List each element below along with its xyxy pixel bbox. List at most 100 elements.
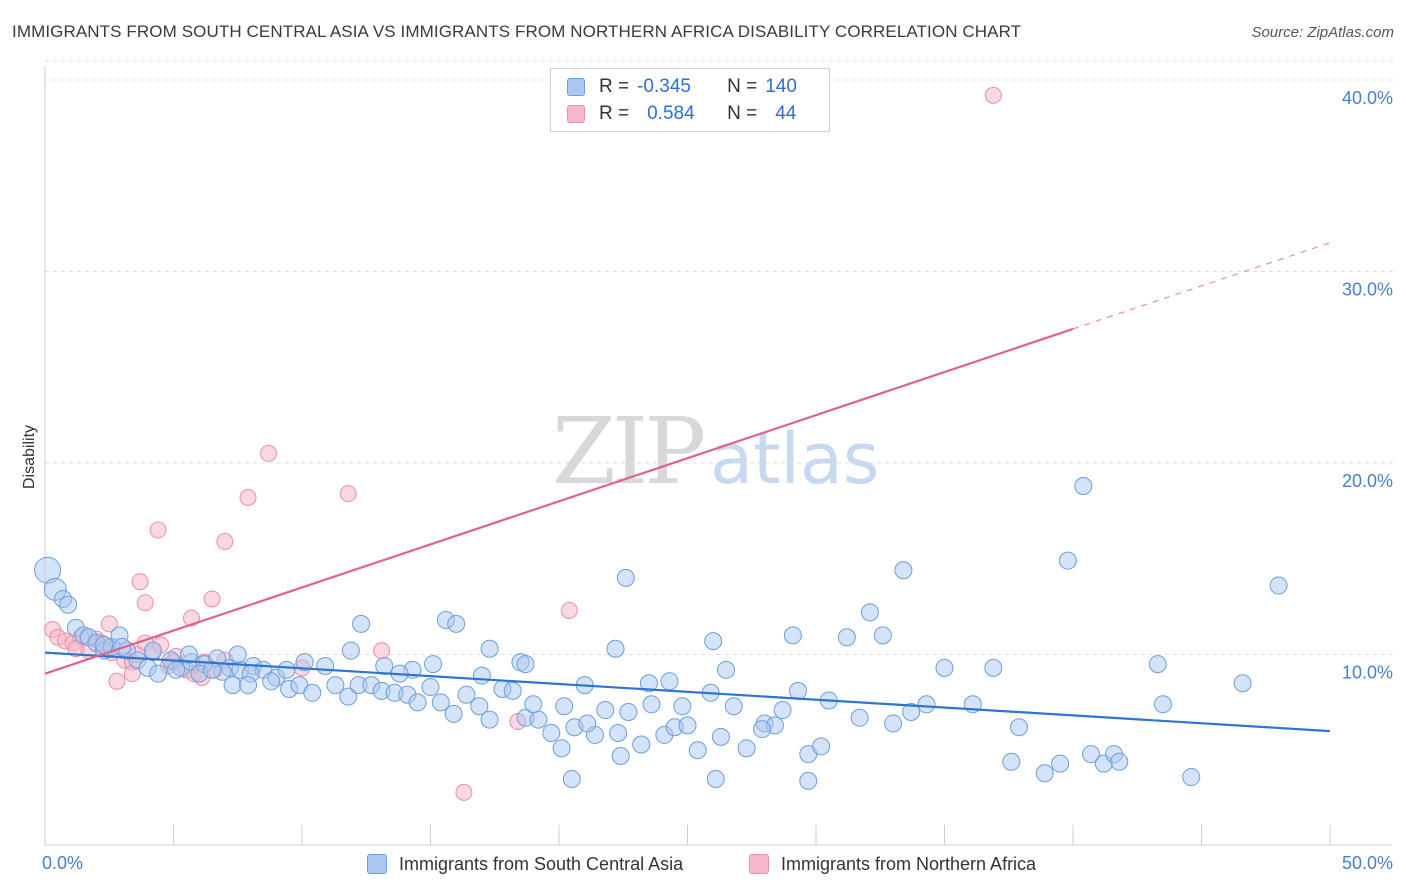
south-central-asia-point[interactable] <box>59 595 78 614</box>
south-central-asia-point[interactable] <box>203 660 222 679</box>
south-central-asia-point[interactable] <box>239 676 258 695</box>
south-central-asia-point[interactable] <box>660 672 679 691</box>
south-central-asia-point[interactable] <box>873 626 892 645</box>
source-credit[interactable]: Source: ZipAtlas.com <box>1251 24 1394 41</box>
south-central-asia-point[interactable] <box>1110 752 1129 771</box>
south-central-asia-point[interactable] <box>295 653 314 672</box>
south-central-asia-point[interactable] <box>673 697 692 716</box>
south-central-asia-point[interactable] <box>470 697 489 716</box>
south-central-asia-point[interactable] <box>578 714 597 733</box>
northern-africa-point[interactable] <box>239 488 257 506</box>
south-central-asia-point[interactable] <box>316 656 335 675</box>
south-central-asia-point[interactable] <box>1269 576 1288 595</box>
south-central-asia-point[interactable] <box>688 741 707 760</box>
south-central-asia-point[interactable] <box>1081 745 1100 764</box>
south-central-asia-point[interactable] <box>606 639 625 658</box>
northern-africa-point[interactable] <box>131 573 149 591</box>
south-central-asia-point[interactable] <box>616 568 635 587</box>
bottom-legend-item-northern-africa[interactable]: Immigrants from Northern Africa <box>749 852 1036 876</box>
northern-africa-point[interactable] <box>67 640 85 658</box>
south-central-asia-point[interactable] <box>935 658 954 677</box>
south-central-asia-point[interactable] <box>799 771 818 790</box>
northern-africa-point[interactable] <box>373 642 391 660</box>
south-central-asia-point[interactable] <box>542 724 561 743</box>
south-central-asia-point[interactable] <box>277 660 296 679</box>
south-central-asia-point[interactable] <box>352 614 371 633</box>
south-central-asia-point[interactable] <box>850 708 869 727</box>
south-central-asia-point[interactable] <box>706 769 725 788</box>
south-central-asia-point[interactable] <box>1002 752 1021 771</box>
south-central-asia-point[interactable] <box>562 769 581 788</box>
northern-africa-point[interactable] <box>203 590 221 608</box>
south-central-asia-point[interactable] <box>1233 674 1252 693</box>
south-central-asia-point[interactable] <box>902 702 921 721</box>
south-central-asia-point[interactable] <box>737 739 756 758</box>
south-central-asia-point[interactable] <box>789 681 808 700</box>
south-central-asia-point[interactable] <box>480 639 499 658</box>
south-central-asia-point[interactable] <box>860 603 879 622</box>
south-central-asia-point[interactable] <box>223 676 242 695</box>
south-central-asia-point[interactable] <box>341 641 360 660</box>
south-central-asia-point[interactable] <box>773 701 792 720</box>
south-central-asia-point[interactable] <box>143 641 162 660</box>
south-central-asia-point[interactable] <box>472 666 491 685</box>
south-central-asia-point[interactable] <box>884 714 903 733</box>
northern-africa-point[interactable] <box>136 594 154 612</box>
south-central-asia-point[interactable] <box>408 693 427 712</box>
south-central-asia-point[interactable] <box>179 645 198 664</box>
south-central-asia-point[interactable] <box>1010 718 1029 737</box>
south-central-asia-point[interactable] <box>149 664 168 683</box>
south-central-asia-point[interactable] <box>894 561 913 580</box>
south-central-asia-point[interactable] <box>632 735 651 754</box>
south-central-asia-point[interactable] <box>424 655 443 674</box>
south-central-asia-point[interactable] <box>837 628 856 647</box>
south-central-asia-point[interactable] <box>1051 754 1070 773</box>
south-central-asia-point[interactable] <box>917 695 936 714</box>
northern-africa-point[interactable] <box>260 444 278 462</box>
south-central-asia-point[interactable] <box>611 746 630 765</box>
northern-africa-point[interactable] <box>339 485 357 503</box>
south-central-asia-point[interactable] <box>783 626 802 645</box>
south-central-asia-point[interactable] <box>1148 655 1167 674</box>
south-central-asia-point[interactable] <box>444 704 463 723</box>
south-central-asia-point[interactable] <box>167 660 186 679</box>
bottom-legend-item-south-central-asia[interactable]: Immigrants from South Central Asia <box>367 852 683 876</box>
northern-africa-point[interactable] <box>100 615 118 633</box>
south-central-asia-point[interactable] <box>375 656 394 675</box>
south-central-asia-point[interactable] <box>609 724 628 743</box>
south-central-asia-point[interactable] <box>339 687 358 706</box>
south-central-asia-point[interactable] <box>431 693 450 712</box>
south-central-asia-point[interactable] <box>984 658 1003 677</box>
northern-africa-point[interactable] <box>984 86 1002 104</box>
south-central-asia-point[interactable] <box>724 697 743 716</box>
south-central-asia-point[interactable] <box>1153 695 1172 714</box>
northern-africa-point[interactable] <box>560 601 578 619</box>
south-central-asia-point[interactable] <box>447 614 466 633</box>
south-central-asia-point[interactable] <box>326 676 345 695</box>
south-central-asia-point[interactable] <box>552 739 571 758</box>
south-central-asia-point[interactable] <box>1058 551 1077 570</box>
south-central-asia-point[interactable] <box>516 655 535 674</box>
south-central-asia-point[interactable] <box>717 660 736 679</box>
northern-africa-point[interactable] <box>455 783 473 801</box>
south-central-asia-point[interactable] <box>480 710 499 729</box>
northern-africa-point[interactable] <box>216 533 234 551</box>
south-central-asia-point[interactable] <box>503 681 522 700</box>
south-central-asia-point[interactable] <box>642 695 661 714</box>
south-central-asia-point[interactable] <box>619 702 638 721</box>
south-central-asia-point[interactable] <box>753 720 772 739</box>
south-central-asia-point[interactable] <box>529 710 548 729</box>
south-central-asia-point[interactable] <box>262 672 281 691</box>
northern-africa-point[interactable] <box>149 521 167 539</box>
south-central-asia-point[interactable] <box>639 674 658 693</box>
south-central-asia-point[interactable] <box>421 678 440 697</box>
south-central-asia-point[interactable] <box>555 697 574 716</box>
south-central-asia-point[interactable] <box>704 632 723 651</box>
south-central-asia-point[interactable] <box>812 737 831 756</box>
south-central-asia-point[interactable] <box>524 695 543 714</box>
south-central-asia-point[interactable] <box>596 701 615 720</box>
south-central-asia-point[interactable] <box>1035 764 1054 783</box>
south-central-asia-point[interactable] <box>711 727 730 746</box>
northern-africa-point[interactable] <box>108 672 126 690</box>
south-central-asia-point[interactable] <box>228 645 247 664</box>
